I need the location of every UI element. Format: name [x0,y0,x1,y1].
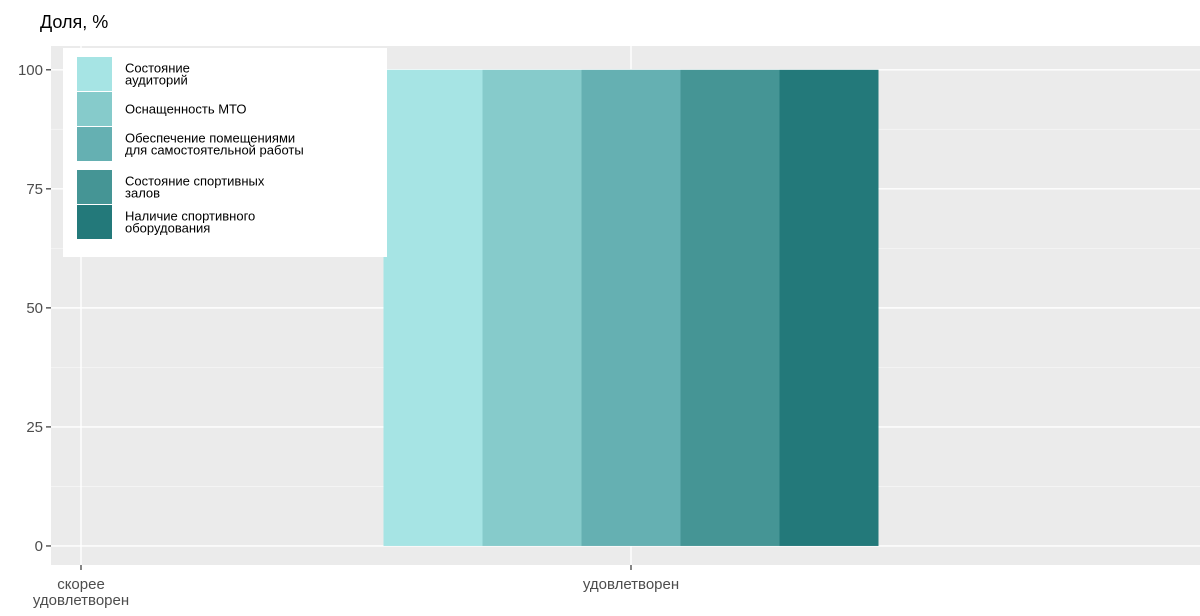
y-tick-label: 75 [26,181,43,198]
bar [482,69,582,546]
legend-key [77,127,112,161]
bar [581,69,681,546]
legend-label: Состояние аудиторий [125,61,190,88]
legend-key [77,92,112,126]
y-axis-title: Доля, % [40,12,108,32]
legend-label: Обеспечение помещениями для самостоятельн… [125,131,304,158]
legend-key [77,205,112,239]
legend-key [77,57,112,91]
y-tick-label: 0 [35,538,43,555]
x-tick-label: скорее удовлетворен [33,576,129,609]
legend: Состояние аудиторий Оснащенность МТО Обеспе… [63,48,387,257]
bar [779,69,879,546]
y-axis: 0 25 50 75 100 [18,62,51,555]
legend-label: Состояние спортивных залов [125,174,265,201]
bars [383,69,879,546]
bar [680,69,780,546]
legend-key [77,170,112,204]
y-tick-label: 25 [26,419,43,436]
x-tick-label: удовлетворен [583,576,679,593]
bar [383,69,483,546]
legend-box [63,48,387,257]
y-tick-label: 50 [26,300,43,317]
y-tick-label: 100 [18,62,43,79]
x-axis: скорее удовлетворен удовлетворен [33,565,679,609]
legend-label: Наличие спортивного оборудования [125,209,255,236]
legend-label: Оснащенность МТО [125,102,247,117]
